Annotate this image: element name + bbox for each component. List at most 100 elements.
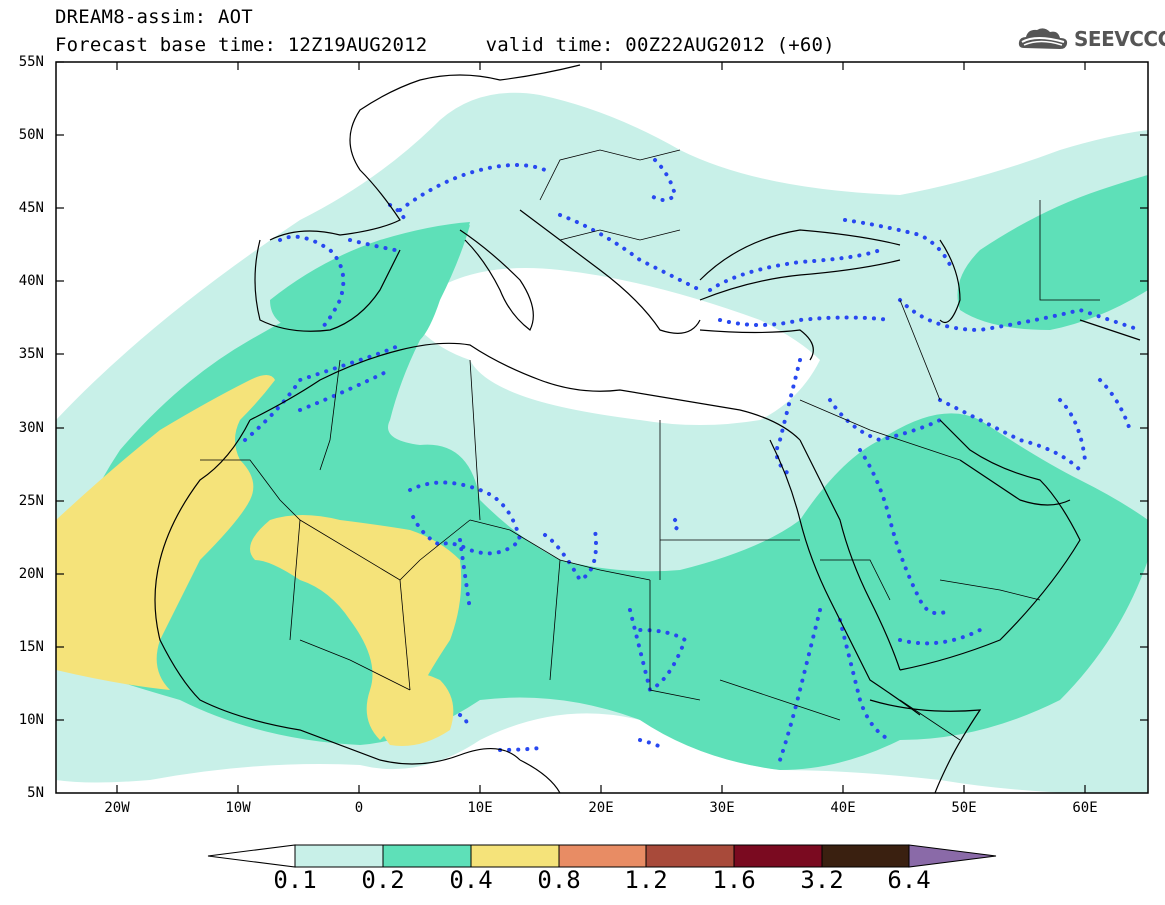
lat-label: 55N xyxy=(18,54,44,70)
aot-low-region xyxy=(420,268,820,425)
contour-levant xyxy=(774,358,802,477)
colorbar-high-arrow xyxy=(908,844,997,868)
axis-ticks xyxy=(56,61,1148,793)
map-title: DREAM8-assim: AOT xyxy=(55,6,253,28)
colorbar-label: 0.1 xyxy=(273,866,317,894)
coastlines xyxy=(154,64,1141,793)
coast-europe xyxy=(269,64,581,241)
border-19 xyxy=(539,149,681,201)
colorbar-label: 0.2 xyxy=(361,866,405,894)
cloud-logo-icon xyxy=(1018,28,1068,49)
contour-sudan xyxy=(628,608,688,693)
colorbar-bin-5 xyxy=(645,844,735,868)
contour-red-sea xyxy=(778,608,822,762)
lat-label: 15N xyxy=(18,639,44,655)
lon-label: 40E xyxy=(830,800,856,816)
contour-arabia xyxy=(828,398,942,443)
colorbar-bin-4 xyxy=(558,844,647,868)
border-18 xyxy=(719,679,841,721)
colorbar-low-arrow xyxy=(207,844,296,868)
aot-region-0.2-east xyxy=(957,175,1148,330)
colorbar-bin-1 xyxy=(294,844,384,868)
contour-iberia xyxy=(278,234,346,332)
colorbar xyxy=(207,844,997,868)
colorbar-label: 0.8 xyxy=(537,866,581,894)
border-10 xyxy=(469,359,481,521)
contour-pakistan xyxy=(1098,378,1132,432)
contour-red-sea-2 xyxy=(838,618,892,742)
lat-label: 30N xyxy=(18,420,44,436)
colorbar-labels: 0.1 0.2 0.4 0.8 1.2 1.6 3.2 6.4 xyxy=(0,866,1165,896)
contour-nafrica-2 xyxy=(298,368,392,412)
coast-iberia xyxy=(254,239,401,332)
contour-gulf xyxy=(938,398,1082,472)
border-8 xyxy=(399,579,411,691)
coast-east xyxy=(1079,319,1141,341)
lon-label: 50E xyxy=(951,800,977,816)
colorbar-label: 6.4 xyxy=(887,866,931,894)
contour-europe xyxy=(398,163,547,212)
border-9 xyxy=(299,639,411,691)
coast-persian-gulf xyxy=(959,459,1071,506)
contour-sahara xyxy=(408,480,523,556)
colorbar-bin-3 xyxy=(470,844,560,868)
contour-small-1 xyxy=(673,518,680,532)
coast-turkey-south xyxy=(699,329,814,361)
border-14 xyxy=(1039,200,1100,301)
border-1 xyxy=(200,459,301,641)
coast-red-sea-e xyxy=(799,439,901,671)
aot-region-0.2 xyxy=(56,225,1148,770)
colorbar-bin-6 xyxy=(733,844,823,868)
forecast-times: Forecast base time: 12Z19AUG2012 valid t… xyxy=(55,34,835,56)
lat-label: 40N xyxy=(18,273,44,289)
lon-label: 10E xyxy=(467,800,493,816)
colorbar-label: 0.4 xyxy=(449,866,493,894)
contour-nafrica xyxy=(243,343,402,442)
lon-label: 60E xyxy=(1072,800,1098,816)
contour-small-3 xyxy=(458,713,469,732)
coast-balkans xyxy=(519,209,701,334)
coast-arabia xyxy=(899,419,1081,671)
contour-chad xyxy=(543,528,598,583)
coast-west-africa xyxy=(154,419,521,765)
lon-label: 20W xyxy=(104,800,130,816)
coast-italy xyxy=(459,229,534,331)
coast-caspian xyxy=(939,239,961,324)
lat-label: 10N xyxy=(18,712,44,728)
lat-label: 50N xyxy=(18,127,44,143)
aot-region-0.2-iberia xyxy=(270,222,470,330)
coast-blacksea xyxy=(699,229,901,281)
lat-label: 35N xyxy=(18,346,44,362)
colorbar-label: 1.2 xyxy=(624,866,668,894)
contour-turkey-2 xyxy=(718,315,892,327)
colorbar-bin-2 xyxy=(382,844,472,868)
border-13 xyxy=(899,299,941,401)
contour-spain-small xyxy=(388,203,407,222)
lon-label: 0 xyxy=(354,800,364,816)
lat-label: 45N xyxy=(18,200,44,216)
lon-label: 10W xyxy=(225,800,251,816)
contour-libya xyxy=(458,538,472,612)
lat-label: 20N xyxy=(18,566,44,582)
lat-label: 25N xyxy=(18,493,44,509)
aot-field-layer xyxy=(56,92,1148,793)
coast-horn xyxy=(869,699,982,793)
border-11 xyxy=(319,359,341,471)
border-20 xyxy=(559,229,681,241)
coast-nafrica xyxy=(249,342,801,441)
dotted-contours xyxy=(243,158,1142,762)
borders xyxy=(200,149,1100,741)
border-7 xyxy=(649,580,701,701)
colorbar-label: 3.2 xyxy=(800,866,844,894)
border-17 xyxy=(820,559,891,601)
logo-text: SEEVCCC xyxy=(1074,27,1165,51)
contour-small-4 xyxy=(498,746,542,752)
coast-red-sea-w xyxy=(769,439,921,716)
contour-yemen xyxy=(898,628,982,646)
seevccc-logo: SEEVCCC xyxy=(1016,22,1165,56)
border-2 xyxy=(299,519,471,581)
border-6 xyxy=(549,559,561,681)
colorbar-bin-7 xyxy=(821,844,910,868)
aot-region-0.4-south xyxy=(376,672,454,746)
